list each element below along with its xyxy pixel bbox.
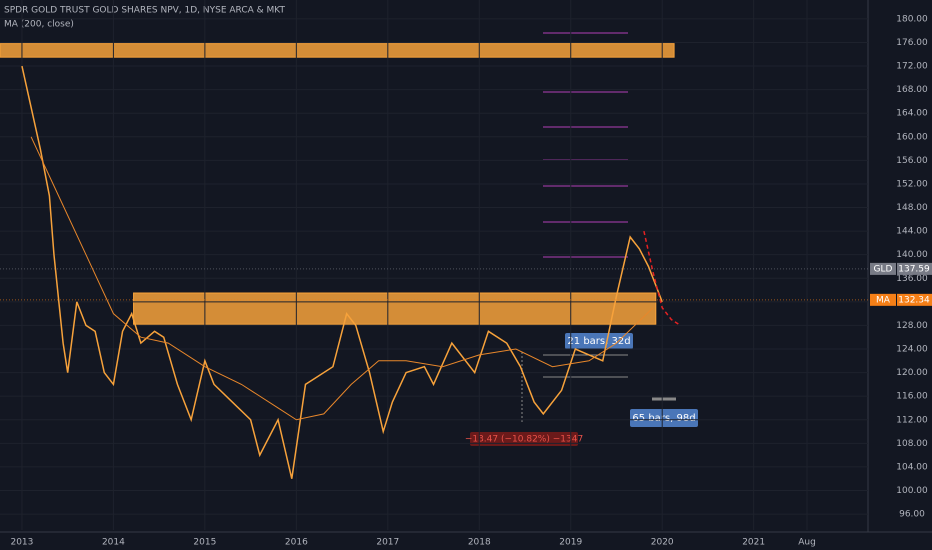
price-tag (870, 262, 896, 275)
x-tick-label: 2019 (559, 538, 582, 548)
x-tick-label: 2017 (376, 538, 399, 548)
y-tick-label: 172.00 (896, 62, 928, 72)
y-tick-label: 104.00 (896, 462, 928, 472)
y-tick-label: 140.00 (896, 250, 928, 260)
x-tick-label: 2021 (742, 538, 765, 548)
annotation: 65 bars, 98d (632, 413, 695, 424)
chart-subtitle: MA (200, close) (4, 20, 74, 30)
y-tick-label: 96.00 (899, 510, 925, 520)
zone (133, 292, 657, 325)
y-tick-label: 108.00 (896, 439, 928, 449)
price-tag-name: GLD (874, 264, 893, 274)
annotation-box (470, 432, 578, 446)
y-tick-label: 112.00 (896, 415, 928, 425)
y-tick-label: 152.00 (896, 179, 928, 189)
y-tick-label: 168.00 (896, 85, 928, 95)
zone (0, 43, 675, 58)
annotation-box (630, 409, 698, 427)
y-tick-label: 144.00 (896, 227, 928, 237)
y-tick-label: 180.00 (896, 14, 928, 24)
y-tick-label: 100.00 (896, 486, 928, 496)
y-tick-label: 176.00 (896, 38, 928, 48)
annotation-box (565, 333, 633, 349)
price-tag (870, 293, 896, 306)
y-tick-label: 120.00 (896, 368, 928, 378)
annotation: −13.47 (−10.82%) −1347 (465, 435, 583, 445)
price-tag (897, 262, 932, 275)
price-tag (897, 293, 932, 306)
y-tick-label: 160.00 (896, 132, 928, 142)
chart-title: SPDR GOLD TRUST GOLD SHARES NPV, 1D, NYS… (4, 6, 285, 16)
y-tick-label: 128.00 (896, 321, 928, 331)
y-tick-label: 164.00 (896, 109, 928, 119)
annotation: 21 bars, 32d (567, 336, 630, 347)
x-tick-label: 2020 (651, 538, 674, 548)
x-tick-label: 2016 (285, 538, 308, 548)
y-tick-label: 148.00 (896, 203, 928, 213)
x-tick-label: 2018 (468, 538, 491, 548)
x-tick-label: 2013 (10, 538, 33, 548)
price-line (643, 230, 681, 327)
x-tick-label: 2015 (193, 538, 216, 548)
x-tick-label: Aug (798, 538, 816, 548)
price-line (30, 136, 654, 421)
price-tag-value: 132.34 (898, 295, 930, 305)
price-line (21, 65, 663, 479)
y-tick-label: 136.00 (896, 274, 928, 284)
y-tick-label: 124.00 (896, 345, 928, 355)
y-tick-label: 156.00 (896, 156, 928, 166)
price-tag-name: MA (876, 295, 891, 305)
y-tick-label: 116.00 (896, 392, 928, 402)
price-tag-value: 137.59 (898, 264, 930, 274)
x-tick-label: 2014 (102, 538, 125, 548)
